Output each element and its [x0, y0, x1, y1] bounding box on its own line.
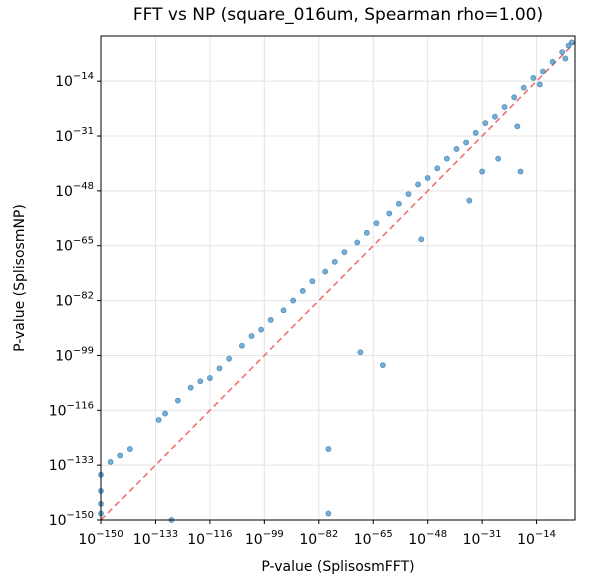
- x-tick-label: 10−48: [408, 529, 447, 548]
- point: [107, 459, 114, 465]
- y-tick-label: 10−14: [55, 71, 94, 90]
- point: [479, 168, 486, 175]
- x-tick-label: 10−116: [187, 529, 232, 548]
- point: [540, 68, 546, 75]
- grid: [100, 36, 575, 521]
- point: [216, 365, 223, 372]
- point: [424, 175, 431, 181]
- y-tick-label: 10−150: [49, 510, 94, 529]
- point: [395, 200, 402, 207]
- point: [379, 362, 386, 369]
- point: [117, 452, 124, 459]
- x-tick-label: 10−99: [245, 529, 284, 548]
- chart-title: FFT vs NP (square_016um, Spearman rho=1.…: [133, 5, 543, 25]
- point: [386, 210, 393, 217]
- point: [517, 168, 524, 175]
- plot-frame: [100, 35, 576, 521]
- point: [562, 55, 569, 62]
- point: [463, 139, 470, 146]
- point: [325, 446, 332, 452]
- point: [373, 220, 380, 227]
- y-tick-label: 10−116: [49, 400, 94, 419]
- point: [568, 39, 575, 46]
- point: [363, 229, 370, 236]
- point: [536, 81, 543, 88]
- point: [299, 288, 306, 294]
- x-tick-label: 10−82: [299, 529, 338, 548]
- point: [530, 75, 537, 81]
- y-tick-label: 10−48: [55, 181, 94, 200]
- y-tick-label: 10−82: [55, 291, 94, 310]
- point: [549, 58, 556, 65]
- point: [174, 397, 181, 404]
- y-tick-label: 10−65: [55, 236, 94, 255]
- point: [325, 510, 332, 517]
- x-tick-label: 10−65: [354, 529, 393, 548]
- point: [162, 410, 168, 417]
- point: [415, 181, 421, 188]
- x-tick-label: 10−31: [463, 529, 502, 548]
- point: [155, 417, 162, 423]
- point: [357, 349, 364, 356]
- point: [267, 317, 274, 323]
- point: [472, 129, 479, 136]
- point: [501, 104, 508, 110]
- point: [341, 249, 348, 256]
- point: [495, 155, 502, 162]
- y-axis-label: P-value (SplisosmNP): [12, 204, 28, 352]
- point: [322, 268, 329, 275]
- reference-line: [100, 41, 576, 521]
- point: [511, 94, 518, 101]
- point: [126, 446, 133, 452]
- point: [331, 258, 338, 265]
- point: [309, 278, 316, 285]
- point: [258, 326, 265, 333]
- x-tick-label: 10−133: [133, 529, 178, 548]
- x-axis-label: P-value (SplisosmFFT): [261, 559, 414, 575]
- point: [434, 165, 441, 172]
- point: [226, 355, 233, 362]
- point: [248, 333, 255, 339]
- point: [492, 113, 498, 120]
- point: [520, 84, 527, 91]
- point: [466, 197, 473, 204]
- point: [559, 49, 566, 56]
- point: [280, 307, 287, 314]
- x-tick-label: 10−14: [517, 529, 556, 548]
- point: [453, 146, 460, 152]
- point: [187, 384, 194, 391]
- y-tick-label: 10−31: [55, 126, 94, 145]
- y-tick-label: 10−133: [49, 455, 94, 474]
- point: [239, 342, 245, 349]
- point: [290, 297, 297, 304]
- point: [197, 378, 204, 385]
- point: [482, 120, 489, 127]
- point: [206, 375, 213, 381]
- point: [354, 239, 361, 246]
- point: [405, 191, 412, 198]
- y-tick-label: 10−99: [55, 345, 94, 364]
- point: [418, 236, 425, 243]
- point: [443, 155, 450, 162]
- x-tick-label: 10−150: [78, 529, 123, 548]
- point: [514, 123, 521, 130]
